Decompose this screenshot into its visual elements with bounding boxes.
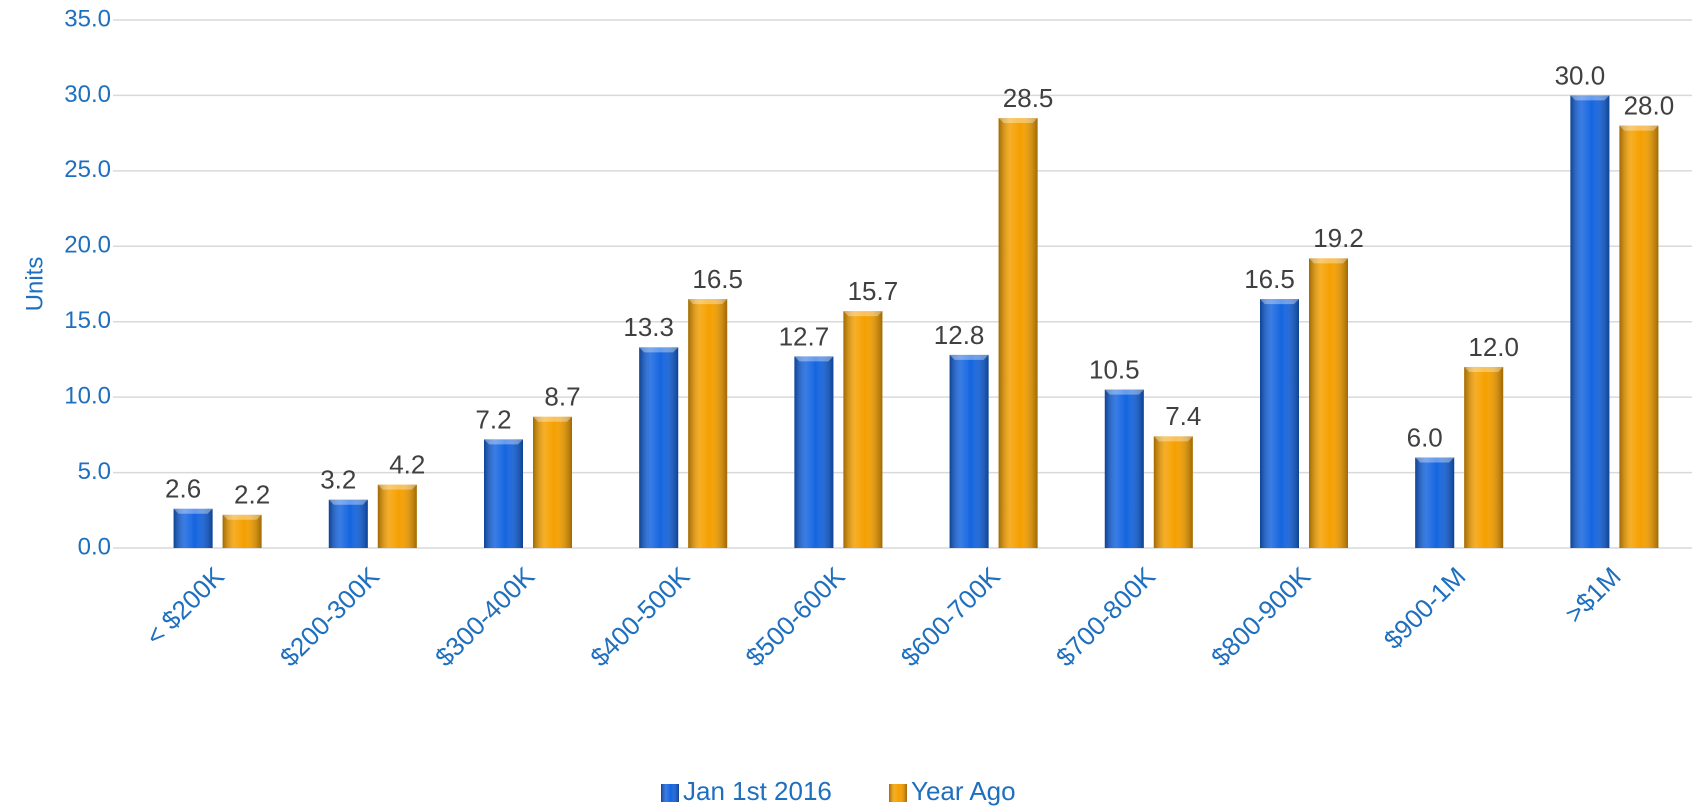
data-label: 7.2	[475, 404, 511, 434]
bar-bevel	[639, 347, 679, 353]
bar	[1153, 436, 1193, 548]
data-label: 16.5	[1244, 264, 1295, 294]
bar-bevel	[949, 354, 989, 360]
bar	[1309, 258, 1348, 548]
x-tick-label: $500-600K	[739, 561, 851, 673]
x-tick-label: $700-800K	[1050, 561, 1162, 673]
x-tick-label: $600-700K	[895, 561, 1007, 673]
bar-bevel	[1415, 457, 1455, 463]
bar	[1415, 457, 1455, 548]
data-label: 16.5	[692, 264, 743, 294]
data-label: 30.0	[1555, 60, 1606, 90]
bar	[688, 299, 728, 548]
bar-bevel	[328, 499, 368, 505]
y-tick-label: 15.0	[64, 307, 111, 334]
y-tick-label: 30.0	[64, 81, 111, 108]
data-label: 6.0	[1407, 422, 1443, 452]
bar	[639, 347, 679, 548]
legend-swatch-shade	[889, 784, 907, 802]
bar-bevel	[843, 311, 883, 317]
data-label: 12.0	[1468, 332, 1519, 362]
x-tick-label: $300-400K	[429, 561, 541, 673]
y-tick-label: 0.0	[78, 533, 111, 560]
data-label: 28.5	[1003, 83, 1054, 113]
bar-bevel	[377, 484, 417, 490]
bar	[484, 439, 523, 548]
y-tick-label: 5.0	[78, 458, 111, 485]
data-label: 3.2	[320, 465, 356, 495]
bar	[998, 118, 1038, 549]
bar-bevel	[484, 439, 523, 445]
data-label: 2.6	[165, 474, 201, 504]
data-label: 8.7	[544, 382, 580, 412]
legend-label: Year Ago	[911, 776, 1016, 806]
bar-bevel	[1153, 436, 1193, 442]
x-tick-label: $800-900K	[1205, 561, 1317, 673]
bar-bevel	[1570, 95, 1610, 101]
data-label: 28.0	[1624, 90, 1675, 120]
bar	[1104, 389, 1144, 548]
bar	[328, 499, 368, 548]
data-label: 4.2	[389, 450, 425, 480]
x-tick-label: $900-1M	[1378, 561, 1472, 655]
bar-bevel	[688, 299, 728, 305]
data-label: 12.8	[934, 320, 985, 350]
x-tick-label: $400-500K	[584, 561, 696, 673]
bar	[377, 484, 417, 548]
bar	[173, 508, 213, 548]
bar	[794, 356, 834, 548]
bar-bevel	[998, 118, 1038, 124]
bar	[843, 311, 883, 548]
x-tick-label: $200-300K	[274, 561, 386, 673]
y-tick-label: 35.0	[64, 5, 111, 32]
legend-swatch-shade	[661, 784, 679, 802]
bar	[533, 416, 572, 548]
data-label: 2.2	[234, 480, 270, 510]
data-label: 10.5	[1089, 354, 1140, 384]
bar-bevel	[173, 508, 213, 514]
bar-bevel	[1464, 366, 1504, 372]
x-tick-label: < $200K	[140, 561, 231, 652]
data-label: 12.7	[779, 321, 830, 351]
y-tick-label: 20.0	[64, 232, 111, 259]
y-tick-label: 10.0	[64, 382, 111, 409]
bar	[1570, 95, 1610, 548]
bar	[1619, 125, 1659, 548]
bar-bevel	[533, 416, 572, 422]
data-label: 7.4	[1165, 401, 1201, 431]
data-label: 15.7	[848, 276, 899, 306]
bar-bevel	[1260, 299, 1299, 305]
bar	[1260, 299, 1299, 548]
y-axis-label: Units	[21, 257, 48, 312]
bar-bevel	[1104, 389, 1144, 395]
bar-bevel	[222, 514, 262, 520]
x-tick-label: >$1M	[1559, 561, 1627, 629]
bar-bevel	[794, 356, 834, 362]
bar-bevel	[1619, 125, 1659, 131]
data-label: 19.2	[1313, 223, 1364, 253]
legend-label: Jan 1st 2016	[683, 776, 832, 806]
y-tick-label: 25.0	[64, 156, 111, 183]
bar-bevel	[1309, 258, 1348, 264]
bar	[1464, 366, 1504, 548]
data-label: 13.3	[623, 312, 674, 342]
bar	[949, 354, 989, 548]
